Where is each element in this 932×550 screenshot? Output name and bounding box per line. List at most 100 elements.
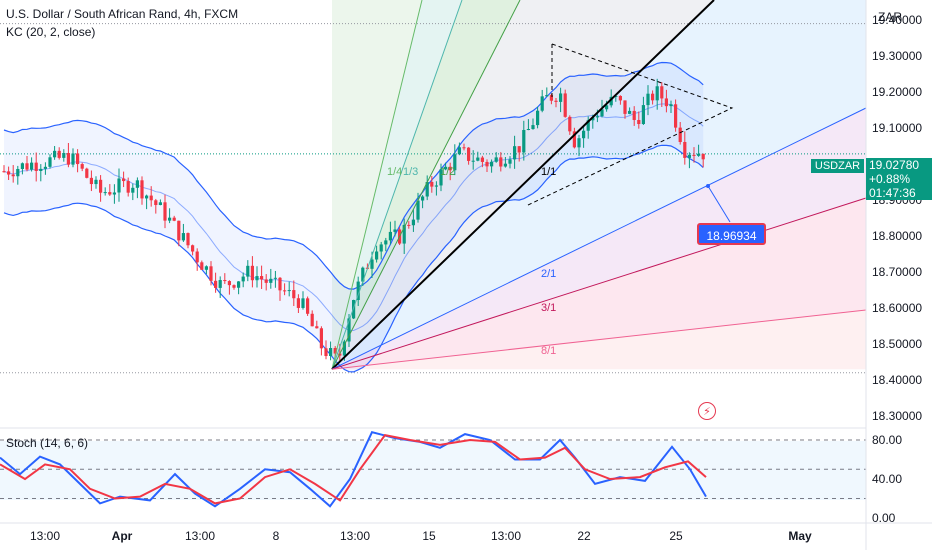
candle-body <box>494 157 498 162</box>
candle-body <box>467 147 471 161</box>
candle-body <box>605 105 609 110</box>
candle-body <box>411 219 415 226</box>
candle-body <box>168 217 172 221</box>
candle-body <box>200 262 204 270</box>
candle-body <box>517 146 521 153</box>
candle-body <box>66 153 70 165</box>
candle-body <box>370 259 374 269</box>
candle-body <box>618 95 622 101</box>
candle-body <box>531 125 535 130</box>
candle-body <box>559 93 563 102</box>
candle-body <box>273 277 277 279</box>
fan-line <box>331 0 521 370</box>
candle-body <box>430 181 434 187</box>
candle-body <box>122 178 126 182</box>
candle-body <box>480 157 484 162</box>
candle-body <box>94 179 98 185</box>
candle-body <box>140 180 144 199</box>
time-tick-label: 8 <box>272 529 280 543</box>
candle-body <box>439 169 443 186</box>
stoch-band-fill <box>0 441 866 500</box>
candle-body <box>48 157 52 167</box>
candle-body <box>34 162 38 171</box>
candle-body <box>591 117 595 121</box>
stoch-k-line <box>0 431 707 508</box>
candle-body <box>526 129 530 131</box>
time-tick-label: 13:00 <box>490 529 522 543</box>
price-tick-label: 18.60000 <box>872 301 923 315</box>
callout-anchor <box>706 184 710 188</box>
stoch-tick-label: 80.00 <box>872 433 903 447</box>
price-guides <box>0 23 866 374</box>
stochastic-panel <box>0 431 866 508</box>
candle-body <box>444 166 448 170</box>
candle-body <box>39 168 43 171</box>
candle-body <box>89 177 93 185</box>
candle-body <box>16 168 20 177</box>
fan-ratio-label: 3/1 <box>541 302 557 314</box>
candle-body <box>384 240 388 245</box>
symbol-badge: USDZAR <box>811 159 864 173</box>
price-callout[interactable]: 18.96934 <box>697 223 766 245</box>
candle-body <box>623 100 627 114</box>
candle-body <box>614 95 618 97</box>
fan-ratio-label: 1/2 <box>440 166 456 178</box>
candle-body <box>241 276 245 282</box>
candle-body <box>333 348 337 354</box>
candle-body <box>375 251 379 260</box>
fan-line <box>331 0 423 370</box>
candle-body <box>674 104 678 128</box>
candle-body <box>158 202 162 206</box>
candle-body <box>20 163 24 169</box>
fan-ratio-label: 1/1 <box>541 166 557 178</box>
candle-body <box>554 100 558 102</box>
candle-body <box>628 110 632 114</box>
candle-body <box>172 217 176 221</box>
candle-body <box>697 153 701 156</box>
candle-body <box>237 281 241 288</box>
candle-body <box>641 105 645 125</box>
candle-body <box>62 153 66 158</box>
fan-ratio-label: 2/1 <box>541 268 557 280</box>
price-tick-label: 19.20000 <box>872 85 923 99</box>
candle-body <box>135 180 139 188</box>
candle-body <box>71 153 75 165</box>
candle-body <box>76 153 80 165</box>
candle-body <box>310 313 314 327</box>
candle-body <box>632 110 636 120</box>
candle-body <box>319 328 323 349</box>
candle-body <box>204 266 208 270</box>
candle-body <box>177 220 181 241</box>
candle-body <box>11 174 15 177</box>
candle-body <box>361 267 365 282</box>
candle-body <box>586 120 590 131</box>
keltner-upper <box>3 61 704 290</box>
candle-body <box>416 200 420 220</box>
candle-body <box>43 166 47 169</box>
triangle-pattern <box>525 43 734 207</box>
price-tick-label: 18.80000 <box>872 229 923 243</box>
keltner-fill <box>4 62 704 372</box>
candle-body <box>499 157 503 167</box>
time-tick-label: 22 <box>577 529 591 543</box>
candle-body <box>379 244 383 252</box>
candle-body <box>195 251 199 263</box>
candle-body <box>117 178 121 193</box>
last-price-badge: 19.02780 +0.88% 01:47:36 <box>866 158 932 200</box>
candle-body <box>53 150 57 158</box>
stoch-title: Stoch (14, 6, 6) <box>6 436 89 450</box>
candle-body <box>250 265 254 281</box>
candle-body <box>329 348 333 357</box>
chart-title: U.S. Dollar / South African Rand, 4h, FX… <box>6 7 239 21</box>
bolt-icon[interactable]: ⚡ <box>698 402 716 420</box>
stoch-d-line <box>0 433 707 505</box>
candle-body <box>549 95 553 101</box>
price-tick-label: 18.30000 <box>872 409 923 423</box>
candle-body <box>287 290 291 292</box>
currency-button[interactable]: ZAR <box>878 10 902 24</box>
candle-body <box>655 86 659 101</box>
candle-body <box>595 116 599 118</box>
candle-body <box>145 195 149 199</box>
candle-body <box>99 179 103 193</box>
drawings <box>331 0 867 370</box>
